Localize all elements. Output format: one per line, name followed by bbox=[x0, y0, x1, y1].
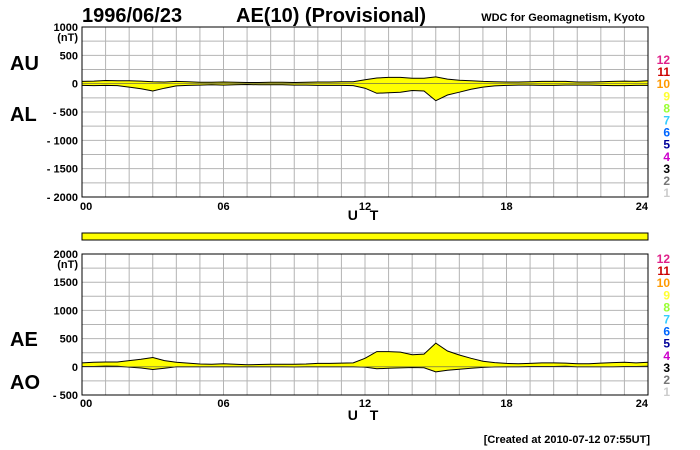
y-tick-label: 500 bbox=[60, 50, 78, 62]
y-tick-label: 0 bbox=[72, 79, 78, 91]
legend-entry: 2 bbox=[663, 373, 670, 387]
y-tick-label: - 500 bbox=[53, 390, 78, 402]
legend-entry: 11 bbox=[657, 65, 670, 79]
legend-entry: 10 bbox=[657, 77, 671, 91]
legend-entry: 8 bbox=[663, 101, 670, 115]
index-label-al: AL bbox=[10, 104, 37, 126]
x-tick-label: 18 bbox=[500, 398, 512, 410]
created-timestamp: [Created at 2010-07-12 07:55UT] bbox=[484, 434, 651, 446]
y-tick-label: 500 bbox=[60, 334, 78, 346]
legend-entry: 7 bbox=[663, 114, 670, 128]
legend-entry: 12 bbox=[657, 53, 671, 67]
legend-entry: 9 bbox=[663, 288, 670, 302]
legend-entry: 4 bbox=[663, 150, 670, 164]
unit-label: (nT) bbox=[57, 259, 78, 271]
y-tick-label: 1500 bbox=[54, 277, 78, 289]
y-tick-label: - 1500 bbox=[47, 164, 78, 176]
x-tick-label: 18 bbox=[500, 201, 512, 213]
x-tick-label: 06 bbox=[217, 201, 229, 213]
x-tick-label: 24 bbox=[636, 398, 649, 410]
x-axis-label: U T bbox=[348, 207, 383, 223]
x-tick-label: 00 bbox=[80, 201, 92, 213]
legend-entry: 3 bbox=[663, 361, 670, 375]
plot-frame bbox=[81, 253, 649, 396]
y-tick-label: 0 bbox=[72, 362, 78, 374]
legend-entry: 5 bbox=[663, 138, 670, 152]
chart-title: AE(10) (Provisional) bbox=[236, 5, 426, 27]
x-tick-label: 06 bbox=[217, 398, 229, 410]
index-label-ao: AO bbox=[10, 372, 40, 394]
legend-entry: 4 bbox=[663, 349, 670, 363]
ae-ao-panel: 2000 1500 1000 500 0 - 500 (nT) 00 06 12 18 24 U T AE… bbox=[10, 249, 649, 423]
legend-entry: 7 bbox=[663, 313, 670, 327]
au-al-panel: 1000 500 0 - 500 - 1000 - 1500 - 2000 (nT) 00 06 1… bbox=[10, 22, 649, 223]
date-label: 1996/06/23 bbox=[82, 5, 182, 27]
y-tick-label: 1000 bbox=[54, 22, 78, 34]
legend-entry: 8 bbox=[663, 300, 670, 314]
y-tick-label: 1000 bbox=[54, 305, 78, 317]
y-tick-label: 2000 bbox=[54, 249, 78, 261]
y-tick-label: - 500 bbox=[53, 107, 78, 119]
series-line-au bbox=[81, 76, 649, 84]
plot-frame bbox=[81, 26, 649, 198]
source-label: WDC for Geomagnetism, Kyoto bbox=[481, 12, 645, 24]
series-line-ae bbox=[81, 342, 649, 366]
legend-entry: 1 bbox=[663, 385, 670, 399]
x-tick-label: 00 bbox=[80, 398, 92, 410]
legend-entry: 6 bbox=[663, 325, 670, 339]
legend-entry: 2 bbox=[663, 174, 670, 188]
index-label-ae: AE bbox=[10, 329, 38, 351]
legend-entry: 10 bbox=[657, 276, 671, 290]
series-line-al bbox=[81, 83, 648, 102]
unit-label: (nT) bbox=[57, 32, 78, 44]
y-tick-label: - 1000 bbox=[47, 135, 78, 147]
area-fill-ae-ao bbox=[82, 343, 648, 372]
legend-entry: 12 bbox=[657, 252, 671, 266]
legend-entry: 3 bbox=[663, 162, 670, 176]
x-tick-label: 12 bbox=[359, 398, 371, 410]
legend-entry: 5 bbox=[663, 337, 670, 351]
legend-entry: 6 bbox=[663, 126, 670, 140]
x-tick-label: 12 bbox=[359, 201, 371, 213]
status-bar bbox=[81, 232, 649, 241]
x-tick-label: 24 bbox=[636, 201, 649, 213]
legend-entry: 1 bbox=[663, 186, 670, 200]
legend-entry: 9 bbox=[663, 89, 670, 103]
legend-entry: 11 bbox=[657, 264, 670, 278]
index-label-au: AU bbox=[10, 53, 39, 75]
y-tick-label: - 2000 bbox=[47, 192, 78, 204]
x-axis-label: U T bbox=[348, 407, 383, 423]
area-fill-au-al bbox=[82, 76, 648, 101]
